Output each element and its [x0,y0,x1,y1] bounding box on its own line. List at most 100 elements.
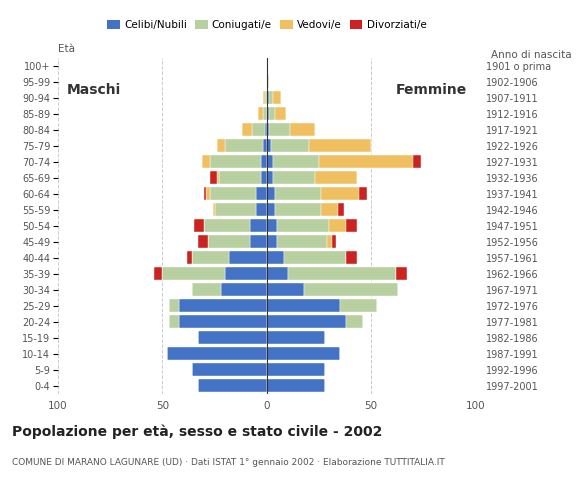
Bar [256,203,267,216]
Bar [267,139,271,152]
Bar [340,299,378,312]
Bar [267,187,275,200]
Bar [329,219,346,232]
Bar [288,267,396,280]
Bar [267,107,269,120]
Bar [154,267,162,280]
Bar [198,331,267,344]
Bar [267,203,275,216]
Bar [267,299,340,312]
Bar [309,139,371,152]
Bar [327,235,332,248]
Bar [267,75,269,88]
Bar [267,267,288,280]
Bar [198,379,267,392]
Bar [211,187,256,200]
Bar [273,91,281,104]
Bar [346,251,357,264]
Legend: Celibi/Nubili, Coniugati/e, Vedovi/e, Divorziati/e: Celibi/Nubili, Coniugati/e, Vedovi/e, Di… [103,16,430,34]
Bar [263,107,267,120]
Bar [169,299,179,312]
Bar [225,139,263,152]
Bar [321,203,338,216]
Bar [263,139,267,152]
Bar [198,235,208,248]
Bar [242,123,252,136]
Bar [273,155,319,168]
Bar [217,171,219,184]
Bar [267,123,269,136]
Bar [215,203,256,216]
Bar [225,267,267,280]
Bar [221,283,267,296]
Bar [321,187,358,200]
Bar [267,235,277,248]
Bar [202,155,211,168]
Bar [169,315,179,328]
Bar [252,123,264,136]
Bar [260,171,267,184]
Text: Età: Età [58,45,75,54]
Bar [162,267,225,280]
Bar [275,187,321,200]
Bar [346,315,363,328]
Bar [269,123,290,136]
Bar [275,203,321,216]
Bar [358,187,367,200]
Bar [413,155,421,168]
Bar [208,235,250,248]
Bar [212,203,215,216]
Bar [204,187,206,200]
Bar [179,299,267,312]
Bar [277,235,327,248]
Bar [250,235,267,248]
Bar [319,155,413,168]
Bar [264,123,267,136]
Bar [290,123,315,136]
Bar [269,91,273,104]
Bar [338,203,344,216]
Bar [211,155,260,168]
Bar [191,283,221,296]
Bar [191,363,267,376]
Bar [267,379,325,392]
Bar [267,347,340,360]
Bar [204,219,250,232]
Bar [267,283,304,296]
Bar [346,219,357,232]
Bar [187,251,191,264]
Bar [267,315,346,328]
Bar [332,235,336,248]
Bar [264,91,267,104]
Bar [219,171,260,184]
Bar [166,347,267,360]
Bar [229,251,267,264]
Text: Maschi: Maschi [66,83,121,97]
Text: Femmine: Femmine [396,83,467,97]
Text: COMUNE DI MARANO LAGUNARE (UD) · Dati ISTAT 1° gennaio 2002 · Elaborazione TUTTI: COMUNE DI MARANO LAGUNARE (UD) · Dati IS… [12,458,444,468]
Bar [284,251,346,264]
Bar [271,139,309,152]
Bar [267,219,277,232]
Bar [267,91,269,104]
Bar [273,171,315,184]
Bar [256,187,267,200]
Bar [267,171,273,184]
Bar [315,171,357,184]
Bar [267,251,284,264]
Bar [396,267,407,280]
Bar [263,91,264,104]
Bar [277,219,329,232]
Bar [267,363,325,376]
Bar [269,107,275,120]
Bar [259,107,263,120]
Text: Anno di nascita: Anno di nascita [491,50,571,60]
Bar [191,251,229,264]
Bar [267,331,325,344]
Bar [250,219,267,232]
Bar [275,107,285,120]
Bar [260,155,267,168]
Text: Popolazione per età, sesso e stato civile - 2002: Popolazione per età, sesso e stato civil… [12,425,382,439]
Bar [194,219,204,232]
Bar [211,171,217,184]
